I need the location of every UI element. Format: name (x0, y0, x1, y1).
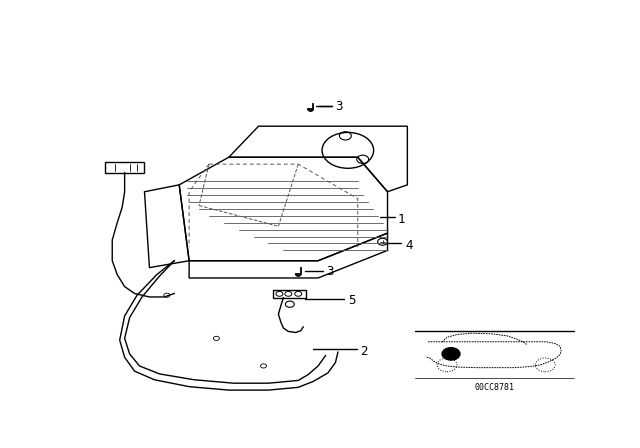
Text: 3: 3 (335, 100, 343, 113)
Text: 00CC8781: 00CC8781 (474, 383, 514, 392)
Text: 5: 5 (348, 294, 355, 307)
Text: 2: 2 (360, 345, 368, 358)
Text: 4: 4 (405, 239, 412, 252)
Circle shape (442, 348, 460, 360)
Text: 1: 1 (397, 213, 405, 226)
Text: 3: 3 (326, 265, 334, 278)
